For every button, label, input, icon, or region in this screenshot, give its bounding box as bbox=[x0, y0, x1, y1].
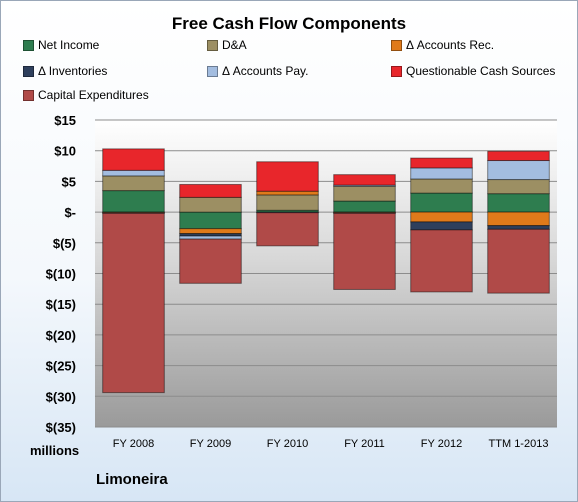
bar-segment bbox=[102, 175, 165, 192]
legend-swatch bbox=[391, 39, 402, 51]
x-tick-label: FY 2010 bbox=[267, 438, 308, 450]
bar-segment bbox=[487, 150, 550, 162]
y-tick-label: $(15) bbox=[46, 297, 76, 312]
bar-segment bbox=[487, 193, 550, 213]
bar-segment bbox=[179, 196, 242, 213]
legend-label: Δ Accounts Pay. bbox=[222, 64, 309, 78]
legend-label: Net Income bbox=[38, 38, 100, 52]
bar-segment bbox=[256, 190, 319, 196]
legend-item-accounts-pay: Δ Accounts Pay. bbox=[207, 64, 309, 78]
bar-segment bbox=[410, 178, 473, 194]
legend-swatch bbox=[207, 65, 218, 77]
y-tick-label: $15 bbox=[54, 113, 76, 128]
legend-label: Δ Inventories bbox=[38, 64, 108, 78]
company-label: Limoneira bbox=[96, 471, 168, 488]
y-tick-label: $- bbox=[64, 205, 76, 220]
bar-segment bbox=[256, 194, 319, 211]
y-tick-label: $(10) bbox=[46, 267, 76, 282]
bar-segment bbox=[487, 179, 550, 195]
bar-segment bbox=[487, 160, 550, 181]
legend-item-accounts-rec: Δ Accounts Rec. bbox=[391, 38, 494, 52]
x-tick-label: FY 2012 bbox=[421, 438, 462, 450]
bar-segment bbox=[102, 148, 165, 171]
y-tick-label: $(25) bbox=[46, 359, 76, 374]
y-tick-label: $(5) bbox=[53, 236, 76, 251]
bar-segment bbox=[410, 211, 473, 223]
x-tick-label: TTM 1-2013 bbox=[489, 438, 549, 450]
x-axis-ticks: FY 2008 FY 2009 FY 2010 FY 2011 FY 2012 TTM 1… bbox=[113, 438, 549, 450]
bar-segment bbox=[256, 161, 319, 192]
bar-segment bbox=[410, 229, 473, 293]
gridlines bbox=[95, 119, 557, 428]
bar-segment bbox=[333, 200, 396, 213]
bar-segment bbox=[102, 169, 165, 177]
bar-segment bbox=[410, 192, 473, 213]
legend-item-questionable-cash-sources: Questionable Cash Sources bbox=[391, 64, 555, 78]
x-tick-label: FY 2011 bbox=[344, 438, 385, 450]
bar-segment bbox=[333, 174, 396, 186]
bar-segment bbox=[410, 167, 473, 180]
bar-segment bbox=[102, 212, 165, 394]
bar-segment bbox=[487, 228, 550, 294]
x-tick-label: FY 2008 bbox=[113, 438, 154, 450]
bars bbox=[102, 148, 550, 394]
bar-segment bbox=[487, 225, 550, 230]
y-tick-label: $10 bbox=[54, 144, 76, 159]
bar-segment bbox=[102, 190, 165, 213]
bar-segment bbox=[333, 212, 396, 290]
x-tick-label: FY 2009 bbox=[190, 438, 231, 450]
unit-label: millions bbox=[30, 443, 80, 458]
bar-segment bbox=[179, 183, 242, 198]
legend-label: Questionable Cash Sources bbox=[406, 64, 556, 78]
legend-item-net-income: Net Income bbox=[23, 38, 99, 52]
bar-segment bbox=[410, 221, 473, 231]
bar-segment bbox=[333, 185, 396, 202]
bar-segment bbox=[179, 238, 242, 284]
legend-swatch bbox=[207, 39, 218, 51]
y-tick-label: $(35) bbox=[46, 420, 76, 435]
legend-swatch bbox=[391, 65, 402, 77]
bar-segment bbox=[410, 157, 473, 169]
legend-item-capital-expenditures: Capital Expenditures bbox=[23, 88, 149, 102]
y-tick-label: $(20) bbox=[46, 328, 76, 343]
legend-label: D&A bbox=[222, 38, 247, 52]
legend-item-da: D&A bbox=[207, 38, 247, 52]
bar-segment bbox=[256, 212, 319, 247]
legend-swatch bbox=[23, 89, 34, 101]
chart-title: Free Cash Flow Components bbox=[171, 14, 407, 33]
legend-swatch bbox=[23, 39, 34, 51]
bar-segment bbox=[179, 233, 242, 237]
y-tick-label: $(30) bbox=[46, 389, 76, 404]
bar-segment bbox=[179, 228, 242, 235]
legend-label: Capital Expenditures bbox=[38, 88, 149, 102]
y-tick-label: $5 bbox=[62, 174, 76, 189]
legend-swatch bbox=[23, 65, 34, 77]
bar-segment bbox=[179, 211, 242, 230]
legend-label: Δ Accounts Rec. bbox=[406, 38, 495, 52]
y-axis-ticks: $15 $10 $5 $- $(5) $(10) $(15) $(20) $(25) $(30) $… bbox=[46, 113, 76, 435]
bar-segment bbox=[487, 211, 550, 227]
legend-item-inventories: Δ Inventories bbox=[23, 64, 107, 78]
